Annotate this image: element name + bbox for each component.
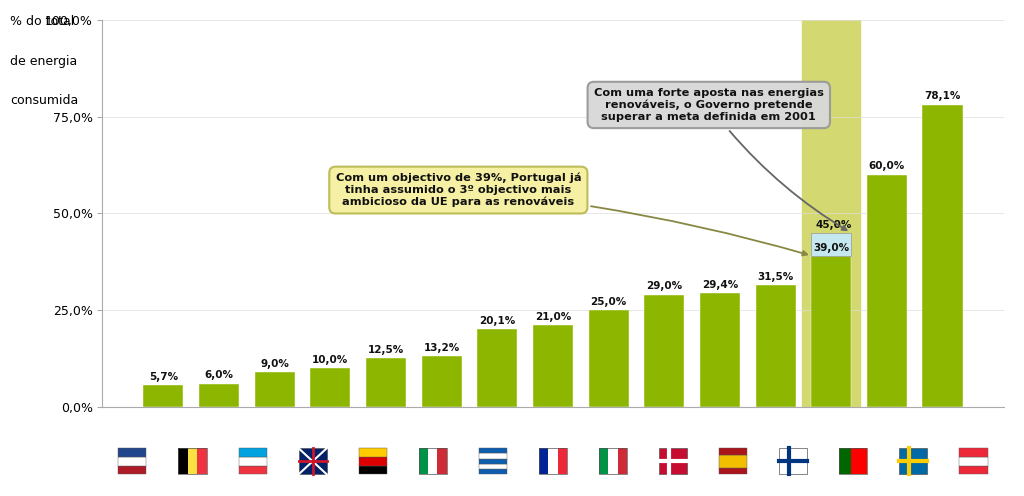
Text: 45,0%: 45,0%: [816, 220, 852, 230]
Text: 20,1%: 20,1%: [479, 316, 515, 326]
Text: 5,7%: 5,7%: [148, 372, 178, 381]
Text: 10,0%: 10,0%: [312, 355, 348, 365]
Bar: [199, 383, 239, 407]
Bar: [589, 310, 629, 407]
Text: 29,0%: 29,0%: [646, 281, 682, 292]
Bar: [422, 356, 462, 407]
Text: 31,5%: 31,5%: [758, 272, 794, 282]
Bar: [532, 325, 573, 407]
Bar: [867, 175, 907, 407]
Bar: [477, 329, 517, 407]
Bar: [699, 293, 740, 407]
Text: 21,0%: 21,0%: [535, 312, 571, 322]
Bar: [811, 233, 851, 256]
Text: 9,0%: 9,0%: [260, 359, 289, 369]
Bar: [802, 20, 860, 407]
Bar: [923, 105, 963, 407]
Bar: [756, 285, 796, 407]
Text: de energia: de energia: [10, 55, 78, 67]
Bar: [255, 372, 295, 407]
Text: consumida: consumida: [10, 94, 79, 107]
Text: % do total: % do total: [10, 15, 75, 28]
Text: 39,0%: 39,0%: [813, 243, 849, 253]
Text: 60,0%: 60,0%: [868, 162, 905, 172]
Text: 29,4%: 29,4%: [701, 280, 738, 290]
Text: Com uma forte aposta nas energias
renováveis, o Governo pretende
superar a meta : Com uma forte aposta nas energias renová…: [594, 88, 847, 230]
Text: 12,5%: 12,5%: [368, 345, 404, 355]
Bar: [366, 358, 407, 407]
Bar: [310, 368, 350, 407]
Text: 25,0%: 25,0%: [591, 297, 627, 307]
Text: 78,1%: 78,1%: [925, 91, 961, 102]
Bar: [644, 295, 684, 407]
Text: Com um objectivo de 39%, Portugal já
tinha assumido o 3º objectivo mais
ambicios: Com um objectivo de 39%, Portugal já tin…: [336, 173, 807, 255]
Bar: [143, 385, 183, 407]
Text: 13,2%: 13,2%: [424, 343, 460, 353]
Bar: [811, 256, 851, 407]
Text: 6,0%: 6,0%: [205, 371, 233, 380]
